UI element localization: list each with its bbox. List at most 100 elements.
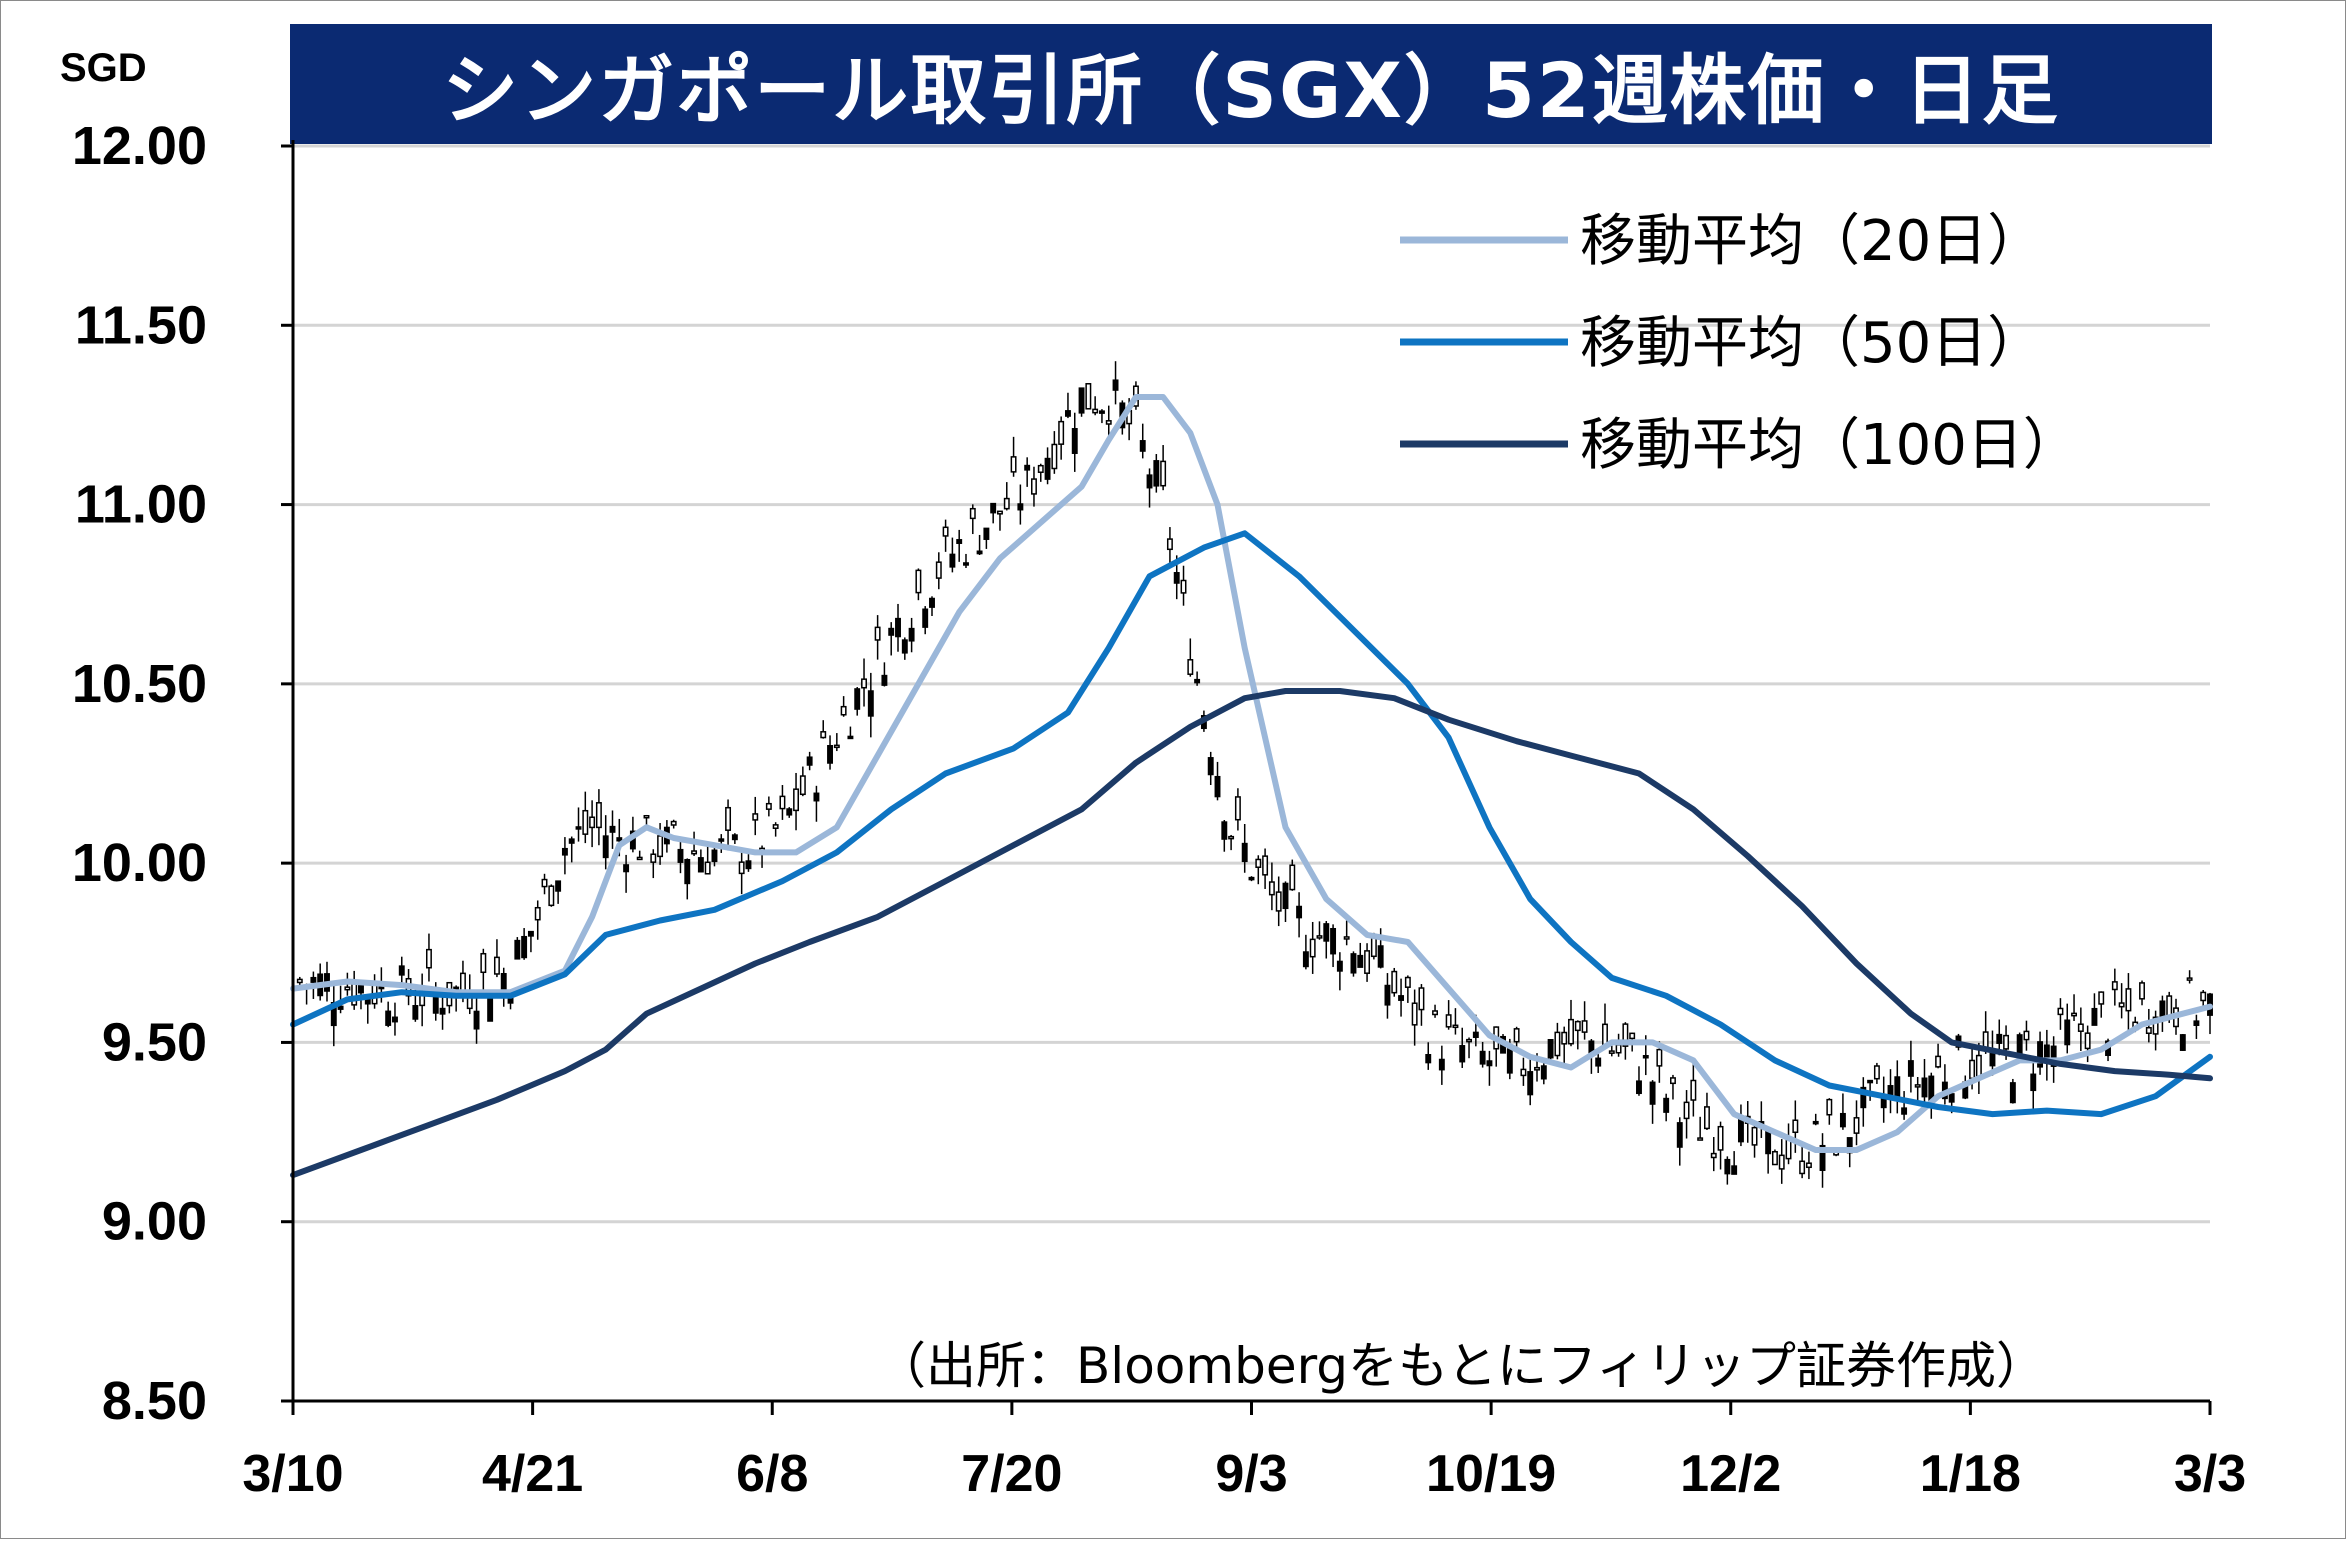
candle	[1418, 984, 1425, 1026]
candle	[1112, 361, 1119, 405]
candle	[956, 529, 963, 562]
candle	[1778, 1139, 1785, 1184]
candle	[2023, 1020, 2030, 1051]
candle	[1098, 409, 1105, 424]
candle	[555, 880, 562, 904]
candle	[493, 939, 500, 978]
candle	[439, 993, 446, 1030]
candle	[1479, 1041, 1486, 1068]
candle	[643, 814, 650, 825]
candle	[942, 519, 949, 552]
candle	[1765, 1129, 1772, 1174]
candle	[351, 970, 358, 1010]
x-tick-label: 7/20	[961, 1445, 1062, 1503]
candle	[1459, 1027, 1466, 1068]
candle	[1561, 1026, 1568, 1066]
candle	[1771, 1149, 1778, 1166]
x-tick-label: 6/8	[736, 1445, 808, 1503]
candle	[650, 849, 657, 879]
candle	[854, 687, 861, 716]
candle	[527, 930, 534, 953]
candle	[1445, 1000, 1452, 1030]
candle	[765, 796, 772, 817]
candle	[1031, 466, 1037, 507]
candle	[827, 735, 833, 770]
candle	[684, 858, 691, 900]
candle	[1527, 1055, 1534, 1106]
candle	[1234, 788, 1241, 831]
candle	[738, 849, 745, 895]
candle	[1085, 383, 1092, 410]
candle	[901, 637, 908, 660]
candle	[895, 603, 901, 652]
candle	[1907, 1040, 1914, 1093]
candle	[1826, 1098, 1833, 1125]
x-tick-label: 4/21	[482, 1445, 583, 1503]
candle	[425, 933, 432, 982]
candle	[867, 672, 874, 738]
candle	[392, 1002, 398, 1036]
series-line-ma50	[290, 530, 2213, 1118]
y-tick-label: 10.00	[72, 833, 207, 893]
candle	[990, 502, 997, 524]
candle	[1676, 1117, 1683, 1166]
legend-label: 移動平均（20日）	[1580, 209, 2043, 274]
candle	[997, 510, 1003, 531]
candle	[1649, 1080, 1656, 1124]
candle	[1187, 638, 1194, 677]
candle	[1064, 392, 1071, 419]
candle	[799, 766, 806, 797]
candle	[1703, 1092, 1710, 1131]
candle	[1350, 951, 1357, 977]
candle	[888, 622, 895, 656]
candle	[1268, 862, 1275, 911]
candle	[541, 873, 548, 895]
candle	[1343, 920, 1350, 946]
candle	[1411, 989, 1418, 1046]
candle	[1289, 859, 1296, 891]
candle	[1384, 973, 1391, 1019]
candle	[582, 791, 589, 844]
candle	[1425, 1042, 1432, 1070]
candle	[1608, 1045, 1615, 1057]
candle	[1302, 934, 1309, 970]
candle	[908, 617, 915, 653]
candle	[1241, 824, 1248, 873]
candle	[1894, 1060, 1901, 1114]
candle	[2159, 995, 2166, 1032]
x-tick-label: 12/2	[1680, 1445, 1781, 1503]
candle	[1398, 978, 1405, 1017]
candle	[1438, 1045, 1445, 1085]
candle	[2071, 994, 2078, 1022]
candle	[861, 658, 867, 707]
candle	[779, 785, 786, 820]
candle	[398, 956, 405, 986]
candle	[473, 996, 480, 1044]
candle	[2064, 1003, 2071, 1054]
candle	[589, 800, 596, 848]
candle	[1758, 1101, 1765, 1138]
x-tick-label: 3/10	[242, 1445, 343, 1503]
candle	[1003, 482, 1010, 511]
candle	[1024, 457, 1031, 487]
candle	[595, 789, 602, 846]
candle	[1710, 1137, 1717, 1172]
candle	[2152, 1010, 2159, 1051]
x-tick-label: 1/18	[1920, 1445, 2021, 1503]
candle	[983, 527, 990, 549]
candle	[2200, 990, 2207, 1008]
candle	[752, 796, 759, 836]
candle	[419, 973, 426, 1027]
candle	[1364, 943, 1371, 982]
candle	[2037, 1031, 2044, 1075]
candle	[1880, 1076, 1887, 1123]
candle	[833, 733, 840, 752]
candle	[2179, 1034, 2186, 1051]
candle	[1819, 1133, 1826, 1188]
y-tick-label: 10.50	[72, 654, 207, 714]
y-tick-label: 9.50	[102, 1012, 207, 1072]
candle	[731, 833, 738, 844]
candle	[2139, 980, 2145, 1006]
candle	[1595, 1054, 1602, 1073]
candle	[915, 568, 922, 601]
